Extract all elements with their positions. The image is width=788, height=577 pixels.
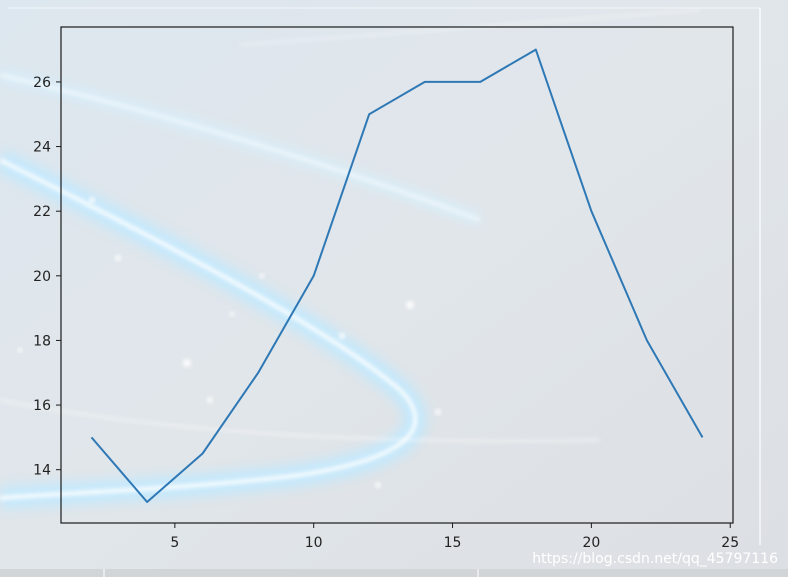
x-tick-label: 10 <box>305 535 323 551</box>
y-tick-label: 22 <box>33 204 51 220</box>
x-tick-label: 20 <box>582 535 600 551</box>
x-tick-label: 25 <box>721 535 739 551</box>
y-axis: 14 16 18 20 22 24 26 <box>33 75 61 479</box>
x-tick-label: 15 <box>444 535 462 551</box>
x-tick-label: 5 <box>170 535 179 551</box>
bottom-bar <box>0 569 788 577</box>
y-tick-label: 26 <box>33 75 51 91</box>
series-group <box>90 48 704 503</box>
y-tick-label: 24 <box>33 140 51 156</box>
y-tick-label: 14 <box>33 463 51 479</box>
x-axis: 5 10 15 20 25 <box>170 523 739 551</box>
y-tick-label: 16 <box>33 398 51 414</box>
y-tick-label: 20 <box>33 269 51 285</box>
series-line <box>90 48 704 503</box>
axes-frame <box>60 26 734 524</box>
watermark-text: https://blog.csdn.net/qq_45797116 <box>532 551 778 567</box>
y-tick-label: 18 <box>33 333 51 349</box>
